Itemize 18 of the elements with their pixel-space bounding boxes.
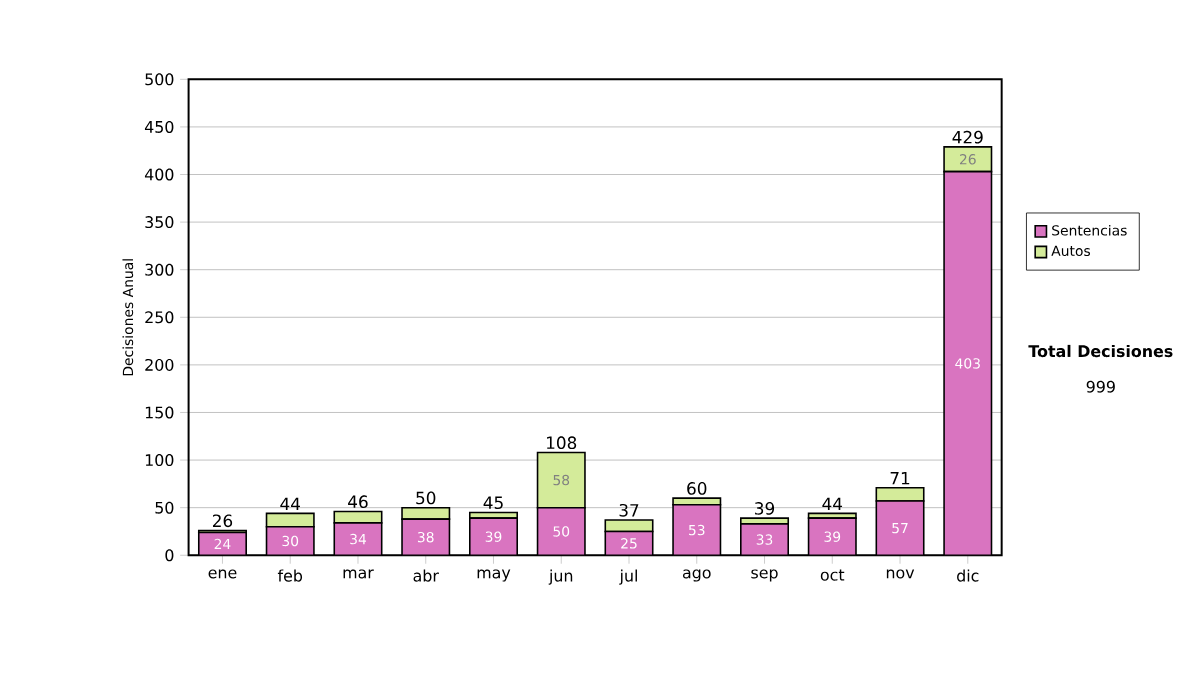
total-label: 26 <box>212 514 233 528</box>
bar <box>876 500 924 556</box>
total-label: 71 <box>890 471 910 485</box>
total-label: 44 <box>822 497 843 510</box>
total-label: 108 <box>547 436 577 449</box>
total-label: 60 <box>687 481 707 495</box>
bar <box>673 504 721 556</box>
total-label: 429 <box>952 130 983 144</box>
bar <box>536 451 586 509</box>
total-label: 45 <box>483 496 503 509</box>
bar <box>604 519 654 533</box>
total-label: 39 <box>755 501 775 515</box>
total-label: 44 <box>280 497 300 510</box>
total-label: 37 <box>619 503 639 517</box>
bar <box>943 170 993 556</box>
bar <box>537 507 585 556</box>
total-label: 46 <box>348 495 368 508</box>
total-label: 50 <box>416 491 436 505</box>
